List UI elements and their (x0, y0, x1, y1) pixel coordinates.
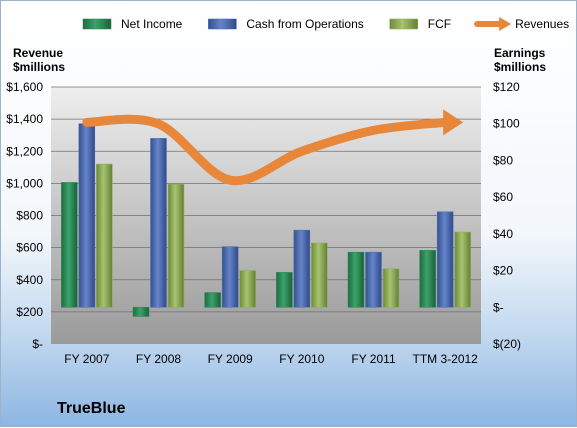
category-label: FY 2010 (279, 352, 324, 366)
left-tick-label: $1,000 (6, 176, 43, 190)
bar-net-income (204, 292, 221, 308)
right-axis-title: $millions (494, 60, 546, 74)
right-tick-label: $(20) (493, 337, 521, 351)
revenue-arrowhead (443, 109, 464, 136)
category-label: TTM 3-2012 (412, 352, 478, 366)
bar-cash-from-operations (365, 251, 382, 308)
bar-fcf (311, 242, 328, 308)
right-tick-label: $100 (493, 117, 520, 131)
bar-fcf (239, 270, 256, 308)
legend-label: Net Income (121, 17, 183, 31)
right-tick-label: $20 (493, 264, 513, 278)
left-tick-label: $1,600 (6, 80, 43, 94)
bar-fcf (96, 163, 113, 308)
category-label: FY 2011 (351, 352, 396, 366)
bar-cash-from-operations (221, 246, 239, 308)
legend-label: Revenues (515, 17, 569, 31)
category-label: FY 2008 (136, 352, 181, 366)
bar-fcf (454, 231, 471, 308)
left-tick-label: $800 (16, 209, 43, 223)
bar-cash-from-operations (150, 138, 167, 308)
left-tick-label: $600 (16, 241, 43, 255)
right-tick-label: $80 (493, 153, 513, 167)
revenue-line (82, 114, 450, 186)
bar-net-income (419, 250, 436, 308)
right-tick-label: $60 (493, 190, 513, 204)
bar-net-income (61, 182, 78, 308)
legend-arrow-swatch (499, 17, 512, 31)
legend-label: Cash from Operations (246, 17, 363, 31)
left-axis-title: Revenue (13, 46, 63, 60)
right-tick-label: $120 (493, 80, 520, 94)
left-tick-label: $- (32, 337, 43, 351)
left-tick-label: $1,200 (6, 144, 43, 158)
company-name: TrueBlue (57, 400, 126, 417)
legend-label: FCF (428, 17, 451, 31)
left-tick-label: $400 (16, 273, 43, 287)
right-tick-label: $- (493, 300, 504, 314)
bar-cash-from-operations (293, 229, 311, 308)
right-tick-label: $40 (493, 227, 513, 241)
legend-swatch (389, 18, 419, 30)
left-tick-label: $1,400 (6, 112, 43, 126)
bar-net-income (276, 272, 293, 308)
legend-swatch (82, 18, 112, 30)
left-tick-label: $200 (16, 305, 43, 319)
legend-swatch (208, 18, 237, 30)
bar-fcf (382, 268, 400, 308)
right-axis-title: Earnings (494, 46, 546, 60)
category-label: FY 2007 (64, 352, 109, 366)
bar-net-income (132, 306, 150, 317)
bar-cash-from-operations (78, 123, 96, 308)
left-axis-title: $millions (13, 60, 65, 74)
bar-cash-from-operations (436, 211, 454, 308)
category-label: FY 2009 (208, 352, 253, 366)
bar-fcf (167, 183, 185, 308)
bar-net-income (347, 251, 365, 308)
